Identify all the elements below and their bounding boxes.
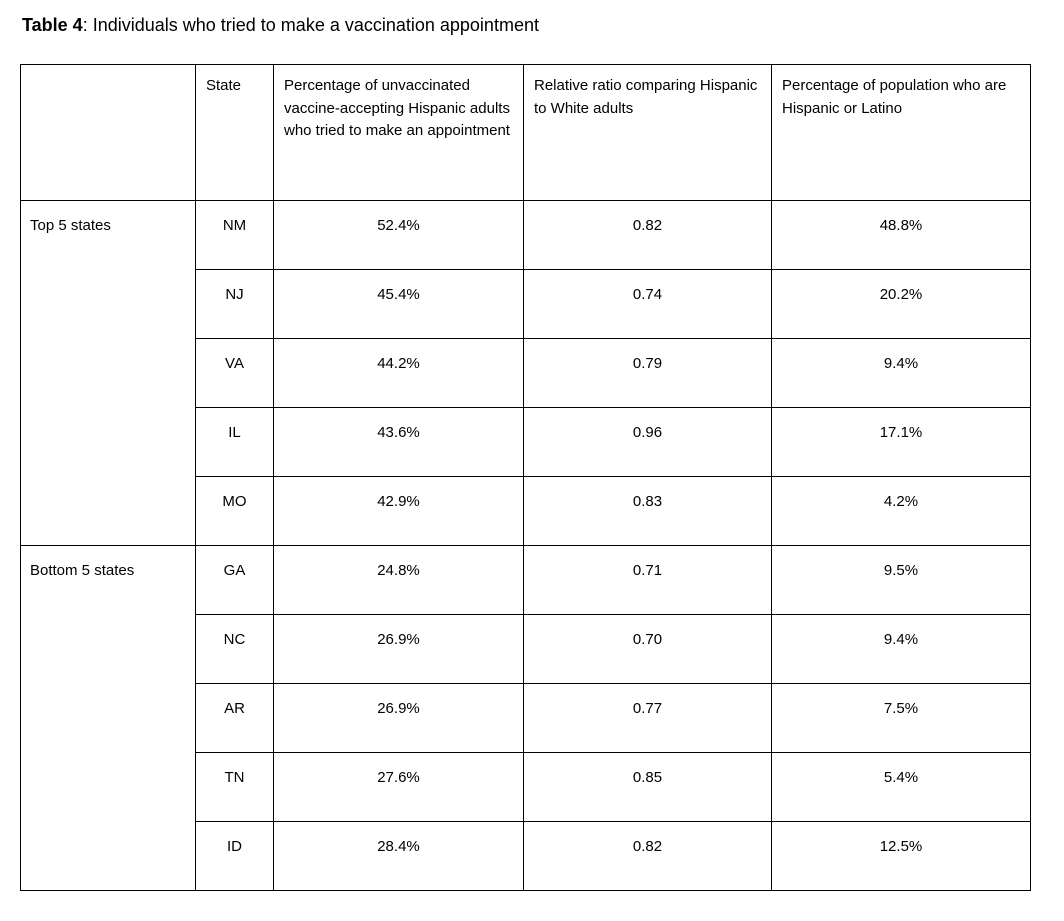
pct-population-cell: 9.5%: [771, 545, 1031, 616]
table-row: Bottom 5 states GA 24.8% 0.71 9.5%: [20, 545, 1031, 892]
table-caption-text: : Individuals who tried to make a vaccin…: [82, 15, 539, 35]
pct-population-cell: 12.5%: [771, 821, 1031, 892]
group-label-top-5-states: Top 5 states: [20, 200, 196, 547]
table-row: AR 26.9% 0.77 7.5%: [21, 683, 1031, 754]
table-row: ID 28.4% 0.82 12.5%: [21, 821, 1031, 892]
state-cell: GA: [195, 545, 274, 616]
group-label-bottom-5-states: Bottom 5 states: [20, 545, 196, 892]
table-row: TN 27.6% 0.85 5.4%: [21, 752, 1031, 823]
ratio-cell: 0.82: [523, 200, 772, 271]
ratio-cell: 0.96: [523, 407, 772, 478]
pct-population-cell: 48.8%: [771, 200, 1031, 271]
ratio-cell: 0.77: [523, 683, 772, 754]
table-row: NC 26.9% 0.70 9.4%: [21, 614, 1031, 685]
state-cell: MO: [195, 476, 274, 547]
pct-tried-cell: 27.6%: [273, 752, 524, 823]
table-row: Top 5 states NM 52.4% 0.82 48.8%: [20, 200, 1031, 547]
header-empty-cell: [20, 64, 196, 202]
pct-tried-cell: 26.9%: [273, 683, 524, 754]
document-page: Table 4: Individuals who tried to make a…: [20, 14, 1064, 892]
pct-tried-cell: 24.8%: [273, 545, 524, 616]
pct-population-cell: 4.2%: [771, 476, 1031, 547]
table-row: IL 43.6% 0.96 17.1%: [21, 407, 1031, 478]
header-relative-ratio: Relative ratio comparing Hispanic to Whi…: [523, 64, 772, 202]
pct-tried-cell: 52.4%: [273, 200, 524, 271]
ratio-cell: 0.85: [523, 752, 772, 823]
state-cell: AR: [195, 683, 274, 754]
header-pct-tried: Percentage of unvaccinated vaccine-accep…: [273, 64, 524, 202]
state-cell: NC: [195, 614, 274, 685]
vaccination-appointment-table: State Percentage of unvaccinated vaccine…: [20, 64, 1031, 892]
state-cell: NM: [195, 200, 274, 271]
pct-population-cell: 17.1%: [771, 407, 1031, 478]
ratio-cell: 0.70: [523, 614, 772, 685]
state-cell: VA: [195, 338, 274, 409]
state-cell: NJ: [195, 269, 274, 340]
pct-tried-cell: 26.9%: [273, 614, 524, 685]
pct-tried-cell: 42.9%: [273, 476, 524, 547]
ratio-cell: 0.71: [523, 545, 772, 616]
pct-tried-cell: 28.4%: [273, 821, 524, 892]
table-caption: Table 4: Individuals who tried to make a…: [22, 14, 1064, 37]
ratio-cell: 0.83: [523, 476, 772, 547]
table-caption-label: Table 4: [22, 15, 83, 35]
table-row: NJ 45.4% 0.74 20.2%: [21, 269, 1031, 340]
pct-tried-cell: 45.4%: [273, 269, 524, 340]
state-cell: IL: [195, 407, 274, 478]
state-cell: TN: [195, 752, 274, 823]
pct-population-cell: 9.4%: [771, 338, 1031, 409]
ratio-cell: 0.82: [523, 821, 772, 892]
pct-population-cell: 7.5%: [771, 683, 1031, 754]
table-row: VA 44.2% 0.79 9.4%: [21, 338, 1031, 409]
pct-population-cell: 20.2%: [771, 269, 1031, 340]
ratio-cell: 0.79: [523, 338, 772, 409]
state-cell: ID: [195, 821, 274, 892]
pct-population-cell: 9.4%: [771, 614, 1031, 685]
header-state: State: [195, 64, 274, 202]
pct-population-cell: 5.4%: [771, 752, 1031, 823]
pct-tried-cell: 43.6%: [273, 407, 524, 478]
table-row: MO 42.9% 0.83 4.2%: [21, 476, 1031, 547]
header-row: State Percentage of unvaccinated vaccine…: [20, 64, 1031, 202]
pct-tried-cell: 44.2%: [273, 338, 524, 409]
header-pct-population: Percentage of population who are Hispani…: [771, 64, 1031, 202]
ratio-cell: 0.74: [523, 269, 772, 340]
